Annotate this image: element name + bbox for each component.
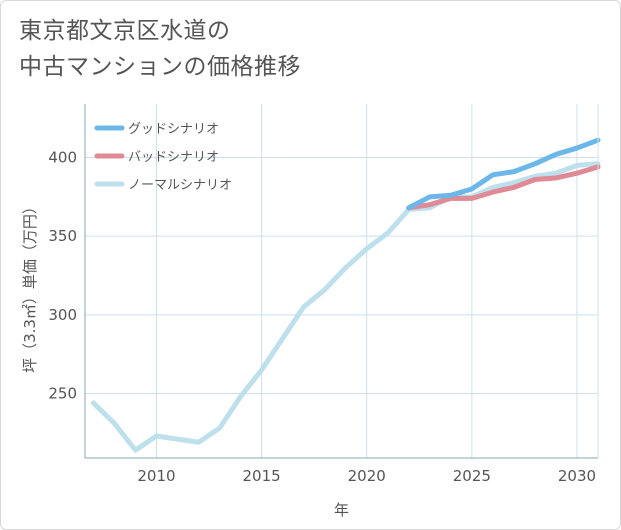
x-axis-title: 年	[334, 501, 349, 519]
chart-title-line-1: 東京都文京区水道の	[19, 18, 231, 44]
legend-label-0: グッドシナリオ	[128, 122, 219, 137]
tick-labels: 2010 2015 2020 2025 2030 250 300 350 400	[48, 148, 596, 485]
series-line-0	[406, 137, 601, 211]
x-tick-label: 2020	[348, 467, 386, 485]
legend-label-1: バッドシナリオ	[128, 150, 219, 165]
chart-title-line-2: 中古マンションの価格推移	[19, 54, 301, 80]
y-tick-label: 300	[48, 306, 77, 324]
y-tick-label: 350	[48, 227, 77, 245]
x-tick-label: 2030	[558, 467, 596, 485]
series-lines	[90, 137, 601, 453]
x-tick-label: 2015	[243, 467, 281, 485]
chart-title: 東京都文京区水道の 中古マンションの価格推移	[19, 13, 301, 85]
legend-label-2: ノーマルシナリオ	[128, 178, 232, 193]
y-axis-title: 坪（3.3㎡）単価（万円）	[21, 199, 39, 373]
x-tick-label: 2025	[453, 467, 491, 485]
axes	[84, 104, 599, 459]
series-line-2	[90, 161, 601, 453]
y-tick-label: 250	[48, 384, 77, 402]
x-tick-label: 2010	[137, 467, 175, 485]
series-line-1	[406, 164, 601, 211]
y-tick-label: 400	[48, 148, 77, 166]
